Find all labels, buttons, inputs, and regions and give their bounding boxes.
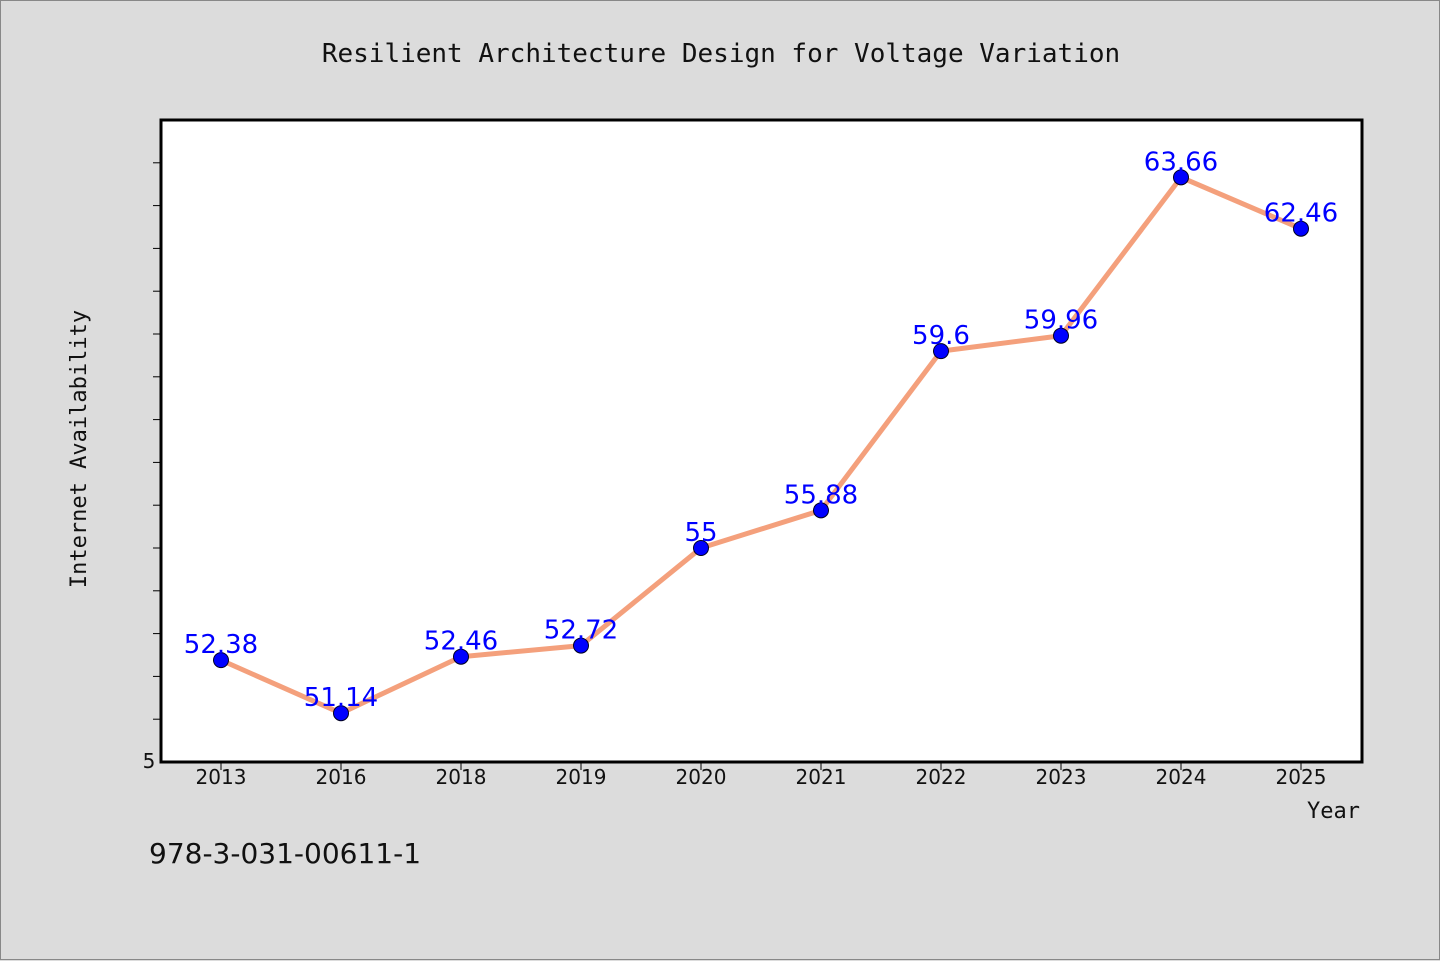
x-tick-label-2025: 2025	[1276, 765, 1327, 789]
data-label-2013: 52.38	[184, 630, 258, 660]
data-point-2013	[213, 652, 229, 669]
y-tick-label: 5	[143, 749, 156, 773]
x-axis-ticks: 2013 2016 2018 2019 2020 2021 2022 2023 2024 2025	[196, 762, 1327, 789]
data-point-2018	[453, 648, 469, 665]
data-point-2024	[1173, 169, 1189, 186]
chart-title: Resilient Architecture Design for Voltag…	[322, 39, 1120, 69]
data-point-2020	[693, 540, 709, 556]
x-tick-label-2022: 2022	[916, 765, 967, 789]
x-tick-label-2021: 2021	[796, 765, 847, 789]
data-point-2025	[1293, 220, 1309, 237]
data-point-2016	[333, 705, 349, 722]
x-tick-label-2018: 2018	[436, 765, 487, 789]
data-label-2021: 55.88	[784, 480, 858, 510]
data-label-2019: 52.72	[544, 616, 618, 646]
data-labels-group: 52.38 51.14 52.46 52.72 55 55.88 59.6 59.96 63.6…	[184, 147, 1338, 713]
data-label-2016: 51.14	[304, 683, 378, 713]
y-axis-ticks	[153, 162, 161, 720]
data-label-2024: 63.66	[1144, 147, 1218, 177]
data-label-2018: 52.46	[424, 627, 498, 657]
x-tick-label-2023: 2023	[1036, 765, 1087, 789]
data-label-2025: 62.46	[1264, 199, 1338, 229]
markers-group	[213, 169, 1309, 722]
data-point-2023	[1053, 327, 1069, 344]
x-tick-label-2019: 2019	[556, 765, 607, 789]
x-axis-label: Year	[1307, 799, 1360, 824]
plot-area	[159, 118, 1364, 764]
data-point-2019	[573, 637, 589, 654]
data-point-2022	[933, 343, 949, 360]
x-tick-label-2016: 2016	[316, 765, 367, 789]
x-tick-label-2024: 2024	[1156, 765, 1207, 789]
data-label-2020: 55	[684, 518, 717, 548]
y-axis-label: Internet Availability	[67, 310, 92, 588]
isbn-text: 978-3-031-00611-1	[149, 837, 421, 870]
series-line	[219, 174, 1302, 716]
x-tick-label-2020: 2020	[676, 765, 727, 789]
data-label-2023: 59.96	[1024, 306, 1098, 336]
data-point-2021	[813, 502, 829, 519]
series-line-group	[219, 174, 1302, 716]
x-tick-label-2013: 2013	[196, 765, 247, 789]
data-label-2022: 59.6	[912, 321, 970, 351]
